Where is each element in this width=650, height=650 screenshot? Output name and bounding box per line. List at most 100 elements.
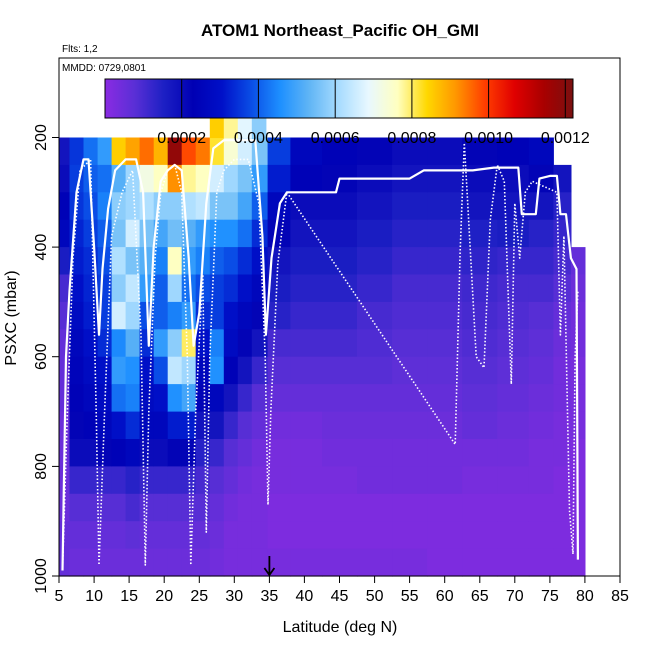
- heatmap-cell: [167, 192, 183, 221]
- heatmap-cell: [553, 301, 572, 330]
- heatmap-cell: [59, 329, 71, 358]
- heatmap-cell: [139, 247, 155, 276]
- heatmap-cell: [427, 137, 463, 166]
- heatmap-cell: [528, 192, 554, 221]
- heatmap-cell: [195, 548, 211, 577]
- heatmap-cell: [153, 548, 169, 577]
- heatmap-cell: [237, 521, 253, 550]
- heatmap-cell: [528, 274, 554, 303]
- colorbar-gradient: [105, 79, 573, 118]
- heatmap-cell: [427, 521, 463, 550]
- heatmap-cell: [69, 411, 85, 440]
- flight-track-main: [61, 139, 580, 571]
- heatmap-cell: [462, 439, 498, 467]
- heatmap-cell: [167, 356, 183, 385]
- heatmap-cell: [195, 137, 211, 166]
- heatmap-cell: [59, 137, 71, 166]
- heatmap-cell: [125, 466, 141, 495]
- heatmap-cell: [223, 274, 239, 303]
- heatmap-cell: [357, 247, 393, 276]
- heatmap-cell: [528, 247, 554, 276]
- x-tick-label: 65: [471, 588, 489, 605]
- heatmap-cell: [237, 192, 253, 221]
- heatmap-cell: [290, 219, 323, 248]
- heatmap-cell: [553, 384, 572, 413]
- heatmap-cell: [223, 192, 239, 221]
- colorbar-tick-label: 0.0010: [464, 130, 513, 147]
- y-axis-label: PSXC (mbar): [3, 270, 20, 365]
- heatmap-cell: [570, 356, 586, 385]
- heatmap-cell: [392, 274, 428, 303]
- heatmap-cell: [223, 384, 239, 413]
- heatmap-cell: [237, 493, 253, 522]
- heatmap-cell: [111, 356, 127, 385]
- heatmap-cell: [322, 466, 358, 495]
- y-tick-label: 400: [33, 234, 50, 261]
- heatmap-cell: [427, 356, 463, 385]
- heatmap-cell: [59, 192, 71, 221]
- heatmap-cell: [290, 164, 323, 193]
- heatmap-cell: [209, 329, 225, 358]
- heatmap-cell: [195, 521, 211, 550]
- heatmap-cell: [167, 301, 183, 330]
- heatmap-cell: [153, 192, 169, 221]
- heatmap-cell: [237, 274, 253, 303]
- colorbar-tick-label: 0.0006: [311, 130, 360, 147]
- heatmap-cell: [237, 219, 253, 248]
- heatmap-cell: [553, 411, 572, 440]
- heatmap-cell: [209, 247, 225, 276]
- x-tick-label: 25: [190, 588, 208, 605]
- heatmap-cell: [153, 384, 169, 413]
- heatmap-cell: [181, 137, 197, 166]
- heatmap-cell: [497, 466, 530, 495]
- heatmap-cell: [290, 411, 323, 440]
- heatmap-cell: [267, 137, 291, 166]
- heatmap-cell: [153, 521, 169, 550]
- x-tick-label: 45: [331, 588, 349, 605]
- heatmap-cell: [209, 301, 225, 330]
- heatmap-cell: [167, 247, 183, 276]
- heatmap-cell: [209, 384, 225, 413]
- heatmap-cell: [125, 137, 141, 166]
- heatmap-cell: [267, 301, 291, 330]
- heatmap-cell: [195, 274, 211, 303]
- heatmap-cell: [251, 356, 269, 385]
- heatmap-cell: [462, 466, 498, 495]
- heatmap-cell: [153, 137, 169, 166]
- heatmap-cell: [153, 301, 169, 330]
- heatmap-cell: [125, 164, 141, 193]
- heatmap-cell: [139, 411, 155, 440]
- heatmap-cell: [427, 301, 463, 330]
- heatmap-cell: [322, 274, 358, 303]
- heatmap-cell: [251, 411, 269, 440]
- heatmap-cell: [153, 493, 169, 522]
- heatmap-cell: [125, 219, 141, 248]
- x-tick-label: 75: [541, 588, 559, 605]
- heatmap-cell: [553, 274, 572, 303]
- heatmap-cell: [357, 329, 393, 358]
- heatmap-cell: [251, 384, 269, 413]
- heatmap-cell: [570, 329, 586, 358]
- heatmap-cell: [139, 164, 155, 193]
- heatmap-cell: [125, 521, 141, 550]
- heatmap-cell: [357, 411, 393, 440]
- heatmap-cell: [392, 356, 428, 385]
- heatmap-cell: [427, 548, 463, 577]
- heatmap-cell: [392, 384, 428, 413]
- heatmap-cell: [195, 329, 211, 358]
- heatmap-cell: [125, 192, 141, 221]
- heatmap-cell: [497, 137, 530, 166]
- heatmap-cell: [125, 411, 141, 440]
- heatmap-cell: [153, 274, 169, 303]
- heatmap-cell: [181, 439, 197, 467]
- y-axis: 200 400 600 800 1000: [33, 124, 59, 594]
- heatmap-cell: [427, 411, 463, 440]
- heatmap-cell: [195, 384, 211, 413]
- heatmap-cell: [427, 192, 463, 221]
- heatmap-cell: [97, 493, 113, 522]
- heatmap-cell: [69, 274, 85, 303]
- heatmap-cell: [69, 439, 85, 467]
- heatmap-cell: [139, 137, 155, 166]
- heatmap-cell: [267, 411, 291, 440]
